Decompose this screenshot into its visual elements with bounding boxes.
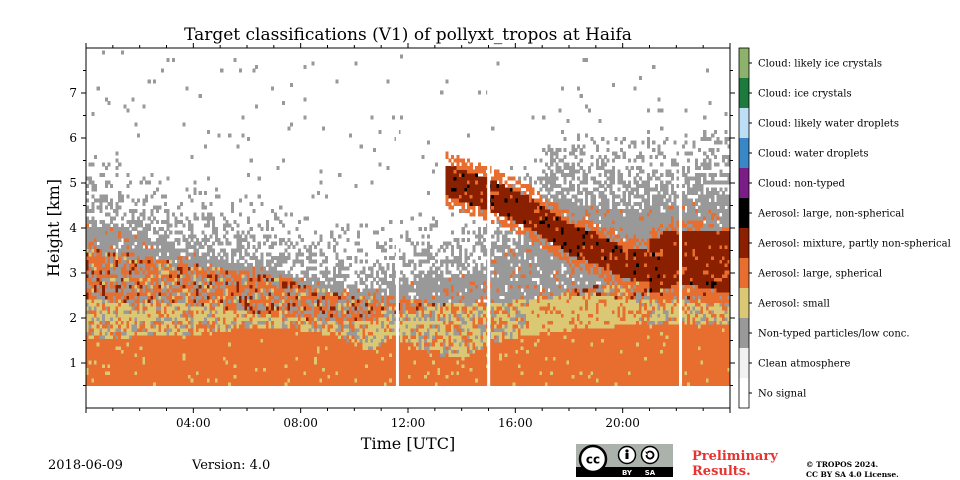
colorbar-swatch	[739, 348, 749, 378]
x-tick-label: 16:00	[498, 416, 533, 430]
chart-title: Target classifications (V1) of pollyxt_t…	[184, 25, 632, 45]
colorbar-label: Aerosol: large, spherical	[757, 269, 882, 280]
preliminary-line1: Preliminary	[692, 449, 778, 464]
cc-by-sa-license-icon: cc BY SA	[576, 444, 673, 477]
y-tick-label: 6	[69, 131, 77, 145]
colorbar-label: Cloud: water droplets	[758, 149, 869, 160]
x-tick-label: 04:00	[176, 416, 211, 430]
share-alike-icon	[640, 445, 660, 465]
y-tick-label: 5	[69, 176, 77, 190]
colorbar-swatch	[739, 258, 749, 288]
colorbar-label: Aerosol: mixture, partly non-spherical	[757, 239, 951, 250]
colorbar-swatch	[739, 228, 749, 258]
colorbar-label: Aerosol: large, non-spherical	[757, 209, 904, 220]
date-label: 2018-06-09	[48, 458, 123, 473]
colorbar-label: Cloud: non-typed	[758, 179, 846, 190]
colorbar-label: Cloud: ice crystals	[758, 89, 852, 100]
colorbar-swatch	[739, 378, 749, 408]
colorbar-swatch	[739, 288, 749, 318]
colorbar-swatch	[739, 168, 749, 198]
data-gaps	[395, 48, 683, 408]
colorbar-label: Clean atmosphere	[758, 359, 851, 370]
preliminary-notice: Preliminary Results.	[692, 449, 778, 479]
data-gap-column	[395, 48, 399, 408]
colorbar-label: No signal	[758, 389, 806, 400]
axis-ticks: 04:00 08:00 12:00 16:00 20:00 1 2 3 4 5 6 7	[69, 43, 735, 430]
colorbar-label: Non-typed particles/low conc.	[758, 329, 910, 340]
y-tick-label: 1	[69, 356, 77, 370]
colorbar-swatch	[739, 318, 749, 348]
colorbar-swatch	[739, 48, 749, 78]
colorbar-label: Cloud: likely ice crystals	[758, 59, 882, 70]
y-tick-label: 7	[69, 86, 77, 100]
colorbar-swatch	[739, 78, 749, 108]
classification-heatmap	[86, 50, 731, 386]
colorbar-swatch	[739, 108, 749, 138]
y-axis-label: Height [km]	[44, 179, 63, 277]
colorbar-swatch	[739, 198, 749, 228]
version-label: Version: 4.0	[192, 458, 271, 473]
y-tick-label: 4	[69, 221, 77, 235]
x-tick-label: 20:00	[605, 416, 640, 430]
x-axis-label: Time [UTC]	[361, 434, 455, 453]
colorbar-frame	[738, 47, 750, 409]
colorbar-swatch	[739, 138, 749, 168]
cc-logo-icon	[578, 444, 608, 474]
copyright-line1: © TROPOS 2024.	[806, 460, 879, 469]
colorbar-label: Cloud: likely water droplets	[758, 119, 899, 130]
classification-colorbar: Cloud: likely ice crystals Cloud: ice cry…	[738, 47, 951, 409]
copyright-line2: CC BY SA 4.0 License.	[806, 470, 899, 479]
copyright-notice: © TROPOS 2024. CC BY SA 4.0 License.	[806, 460, 899, 480]
preliminary-line2: Results.	[692, 464, 751, 479]
y-tick-label: 2	[69, 311, 77, 325]
x-tick-label: 12:00	[391, 416, 426, 430]
data-gap-column	[679, 48, 683, 408]
y-tick-label: 3	[69, 266, 77, 280]
data-gap-column	[487, 48, 491, 408]
colorbar-label: Aerosol: small	[757, 299, 830, 310]
x-tick-label: 08:00	[283, 416, 318, 430]
